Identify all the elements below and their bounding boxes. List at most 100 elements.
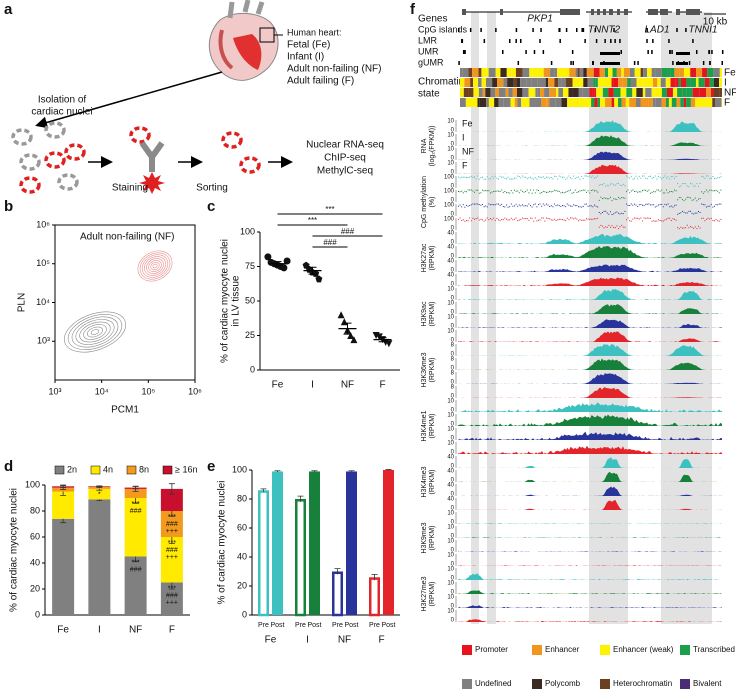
x-tick-label: F <box>378 635 384 646</box>
comparison-label: *** <box>308 216 317 225</box>
track-tick-label: 0 <box>451 478 455 484</box>
track-tick-label: 10 <box>447 147 454 153</box>
feature <box>515 28 518 32</box>
chromatin-state <box>690 68 697 77</box>
chromatin-state <box>577 68 580 77</box>
track-unit: (RPKM) <box>429 526 436 551</box>
feature <box>508 39 511 43</box>
chromatin-state <box>575 68 578 77</box>
chromatin-state <box>554 78 559 87</box>
chromatin-state <box>488 68 496 77</box>
chromatin-state <box>543 68 551 77</box>
significance-label: * <box>98 492 101 499</box>
signal-track <box>458 565 722 566</box>
chromatin-state <box>651 88 656 97</box>
chromatin-state <box>672 88 678 97</box>
chromatin-state <box>532 88 536 97</box>
chromatin-state <box>652 98 656 107</box>
chromatin-state <box>526 78 532 87</box>
chromatin-state <box>655 68 662 77</box>
chromatin-state <box>522 68 530 77</box>
y-tick-label: 40 <box>237 551 247 561</box>
bar <box>258 490 269 617</box>
chromatin-state <box>494 98 499 107</box>
x-tick-label: NF <box>129 625 142 636</box>
y-tick-label: 100 <box>232 464 247 474</box>
bar-segment <box>124 556 147 615</box>
chromatin-state <box>600 98 606 107</box>
bar-segment <box>124 498 147 557</box>
chromatin-state <box>572 88 579 97</box>
feature <box>469 28 472 32</box>
assay-label: MethylC-seq <box>317 166 373 177</box>
panel-label: c <box>207 198 215 215</box>
chromatin-state <box>651 68 656 77</box>
feature <box>582 28 585 32</box>
chromatin-state <box>605 98 612 107</box>
chromatin-state <box>604 78 612 87</box>
chromatin-state <box>515 68 523 77</box>
x-tick-label: 10⁵ <box>141 386 155 396</box>
x-tick-label: 10³ <box>48 386 61 396</box>
chromatin-state <box>486 68 489 77</box>
chromatin-state <box>516 88 523 97</box>
chromatin-state <box>460 68 463 77</box>
chromatin-state <box>495 88 500 97</box>
chromatin-state <box>492 78 498 87</box>
chromatin-state <box>636 88 643 97</box>
feature <box>495 28 497 32</box>
chromatin-state <box>634 68 641 77</box>
track-tick-label: 10 <box>447 525 454 531</box>
chromatin-state <box>626 88 633 97</box>
track-tick-label: 0 <box>451 464 455 470</box>
track-tick-label: 0 <box>451 268 455 274</box>
chromatin-state <box>646 78 653 87</box>
chromatin-state <box>671 98 677 107</box>
chromatin-state <box>682 88 687 97</box>
chromatin-state <box>476 68 479 77</box>
chromatin-state <box>568 88 573 97</box>
error-bar <box>132 485 139 490</box>
chromatin-state <box>618 98 622 107</box>
chromatin-state <box>545 78 549 87</box>
track-tick-label: 100 <box>444 175 455 181</box>
chromatin-state <box>702 68 708 77</box>
feature <box>676 28 678 32</box>
exon <box>660 9 668 15</box>
significance-label: *** <box>168 514 176 521</box>
chromatin-state <box>594 98 598 107</box>
track-tick-label: 0 <box>451 394 455 400</box>
chromatin-state <box>668 98 672 107</box>
contour <box>90 329 100 335</box>
chromatin-state <box>550 68 555 77</box>
chromatin-state <box>648 98 653 107</box>
chromatin-state <box>465 98 473 107</box>
track-label: state <box>418 89 440 100</box>
chromatin-state <box>478 78 482 87</box>
feature <box>711 50 713 54</box>
chromatin-state <box>462 68 469 77</box>
methylation-dots <box>458 203 722 215</box>
chromatin-state <box>586 68 594 77</box>
chromatin-state <box>612 68 617 77</box>
chromatin-state <box>645 88 652 97</box>
y-tick-label: 80 <box>237 493 247 503</box>
methylation-dots <box>458 217 722 230</box>
chromatin-state <box>573 98 580 107</box>
track-tick-label: 0 <box>451 338 455 344</box>
contour <box>146 258 164 274</box>
chromatin-state <box>719 68 722 77</box>
chromatin-state <box>715 98 722 107</box>
chromatin-state <box>665 98 669 107</box>
x-tick-label: NF <box>341 380 354 391</box>
legend-label: Undefined <box>475 679 511 688</box>
track-tick-label: 0 <box>451 604 455 610</box>
track-unit: (RPKM) <box>429 246 436 271</box>
chromatin-state <box>516 78 521 87</box>
x-tick-label: NF <box>338 635 351 646</box>
track-label: H3K36me3 <box>421 352 428 387</box>
chromatin-state <box>584 98 592 107</box>
chromatin-state <box>667 68 671 77</box>
track-tick-label: 8 <box>451 371 455 377</box>
chromatin-state <box>689 88 693 97</box>
